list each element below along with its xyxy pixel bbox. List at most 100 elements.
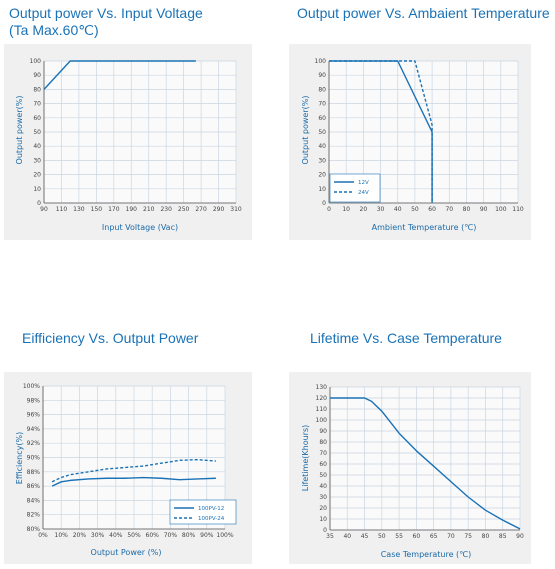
y-tick-label: 70 bbox=[33, 101, 41, 108]
x-axis-label: Input Voltage (Vac) bbox=[102, 223, 178, 232]
y-tick-label: 92% bbox=[27, 440, 41, 447]
y-tick-label: 20 bbox=[319, 505, 327, 512]
y-tick-label: 30 bbox=[318, 157, 326, 164]
x-axis-label: Output Power (%) bbox=[91, 548, 162, 557]
legend-label: 100PV-24 bbox=[198, 516, 225, 522]
plot-area: 0% 10% 20% 30% 40% 50% 60% 70% 80% 90% 100%80%82%8… bbox=[23, 383, 234, 539]
chart-title-input-voltage: Output power Vs. Input Voltage (Ta Max.6… bbox=[9, 5, 203, 38]
x-tick-label: 90 bbox=[480, 206, 488, 213]
x-tick-label: 270 bbox=[195, 206, 207, 213]
x-tick-label: 20% bbox=[73, 532, 87, 539]
x-tick-label: 40 bbox=[343, 533, 351, 540]
x-tick-label: 290 bbox=[213, 206, 225, 213]
x-tick-label: 0 bbox=[327, 206, 331, 213]
chart-title-lifetime: Lifetime Vs. Case Temperature bbox=[310, 330, 502, 346]
y-tick-label: 0 bbox=[322, 200, 326, 207]
x-tick-label: 10% bbox=[55, 532, 69, 539]
y-tick-label: 90 bbox=[319, 428, 327, 435]
y-tick-label: 60 bbox=[33, 115, 41, 122]
x-tick-label: 310 bbox=[230, 206, 242, 213]
x-tick-label: 210 bbox=[143, 206, 155, 213]
y-tick-label: 10 bbox=[318, 186, 326, 193]
y-tick-label: 100% bbox=[23, 383, 40, 390]
y-tick-label: 96% bbox=[27, 412, 41, 419]
x-tick-label: 90 bbox=[516, 533, 524, 540]
x-tick-label: 80% bbox=[182, 532, 196, 539]
y-tick-label: 0 bbox=[37, 200, 41, 207]
legend-label: 100PV-12 bbox=[198, 506, 224, 512]
legend-label: 12V bbox=[358, 180, 369, 186]
y-tick-label: 110 bbox=[316, 406, 328, 413]
plot-area: 90 110 130 150 170 190 210 230 250 270 290 310 0 10 20… bbox=[30, 58, 242, 213]
y-tick-label: 50 bbox=[33, 129, 41, 136]
y-axis-label: Efficiency(%) bbox=[15, 432, 24, 484]
plot-area: 35 40 45 50 55 60 65 70 75 80 85 90 0 10 20 30 40 50 60 70 8… bbox=[316, 384, 524, 540]
y-tick-label: 30 bbox=[33, 157, 41, 164]
y-axis-label: Output power(%) bbox=[301, 96, 310, 165]
x-tick-label: 50 bbox=[378, 533, 386, 540]
y-tick-label: 100 bbox=[315, 58, 327, 65]
series-line-24v bbox=[329, 60, 433, 203]
x-tick-label: 110 bbox=[56, 206, 68, 213]
x-tick-label: 70 bbox=[445, 206, 453, 213]
x-tick-label: 60 bbox=[428, 206, 436, 213]
x-tick-label: 190 bbox=[126, 206, 138, 213]
x-tick-label: 170 bbox=[108, 206, 120, 213]
x-tick-label: 50% bbox=[127, 532, 141, 539]
x-tick-label: 35 bbox=[326, 533, 334, 540]
x-tick-label: 90 bbox=[40, 206, 48, 213]
x-tick-label: 0% bbox=[38, 532, 48, 539]
x-tick-label: 40 bbox=[394, 206, 402, 213]
y-tick-label: 88% bbox=[27, 469, 41, 476]
y-tick-label: 50 bbox=[318, 129, 326, 136]
x-tick-label: 65 bbox=[430, 533, 438, 540]
y-tick-label: 90 bbox=[318, 72, 326, 79]
x-tick-label: 80 bbox=[482, 533, 490, 540]
x-tick-label: 80 bbox=[463, 206, 471, 213]
series-line-0 bbox=[43, 60, 196, 90]
x-tick-label: 60 bbox=[413, 533, 421, 540]
x-axis-label: Ambient Temperature (℃) bbox=[372, 223, 477, 232]
y-tick-label: 40 bbox=[319, 483, 327, 490]
x-tick-label: 70 bbox=[447, 533, 455, 540]
y-tick-label: 120 bbox=[316, 395, 328, 402]
x-tick-label: 10 bbox=[342, 206, 350, 213]
x-tick-label: 75 bbox=[464, 533, 472, 540]
x-tick-label: 110 bbox=[512, 206, 524, 213]
y-tick-label: 80 bbox=[33, 86, 41, 93]
y-tick-label: 0 bbox=[323, 527, 327, 534]
y-tick-label: 10 bbox=[33, 186, 41, 193]
legend-label: 24V bbox=[358, 190, 369, 196]
x-tick-label: 50 bbox=[411, 206, 419, 213]
y-axis-label: Output power(%) bbox=[15, 96, 24, 165]
y-tick-label: 70 bbox=[319, 450, 327, 457]
x-tick-label: 70% bbox=[164, 532, 178, 539]
x-tick-label: 60% bbox=[146, 532, 160, 539]
y-tick-label: 60 bbox=[319, 461, 327, 468]
x-tick-label: 20 bbox=[360, 206, 368, 213]
y-tick-label: 82% bbox=[27, 512, 41, 519]
legend: 12V 24V bbox=[329, 173, 381, 203]
y-tick-label: 100 bbox=[316, 417, 328, 424]
y-tick-label: 90 bbox=[33, 72, 41, 79]
chart-title-ambient-temperature: Output power Vs. Ambaient Temperature bbox=[297, 5, 550, 21]
y-tick-label: 30 bbox=[319, 494, 327, 501]
y-tick-label: 60 bbox=[318, 115, 326, 122]
series-line-100pv-12 bbox=[51, 476, 216, 487]
series-line-100pv-24 bbox=[51, 458, 216, 483]
y-tick-label: 20 bbox=[33, 172, 41, 179]
x-tick-label: 30 bbox=[377, 206, 385, 213]
y-tick-label: 10 bbox=[319, 516, 327, 523]
y-tick-label: 84% bbox=[27, 497, 41, 504]
y-tick-label: 80 bbox=[319, 439, 327, 446]
legend-box bbox=[329, 173, 381, 203]
x-tick-label: 150 bbox=[91, 206, 103, 213]
series-line-12v bbox=[329, 60, 433, 203]
y-axis-label: Lifetime(Khours) bbox=[301, 425, 310, 491]
x-axis-label: Case Temperature (℃) bbox=[381, 550, 472, 559]
y-tick-label: 80 bbox=[318, 86, 326, 93]
y-tick-label: 86% bbox=[27, 483, 41, 490]
y-tick-label: 40 bbox=[318, 143, 326, 150]
